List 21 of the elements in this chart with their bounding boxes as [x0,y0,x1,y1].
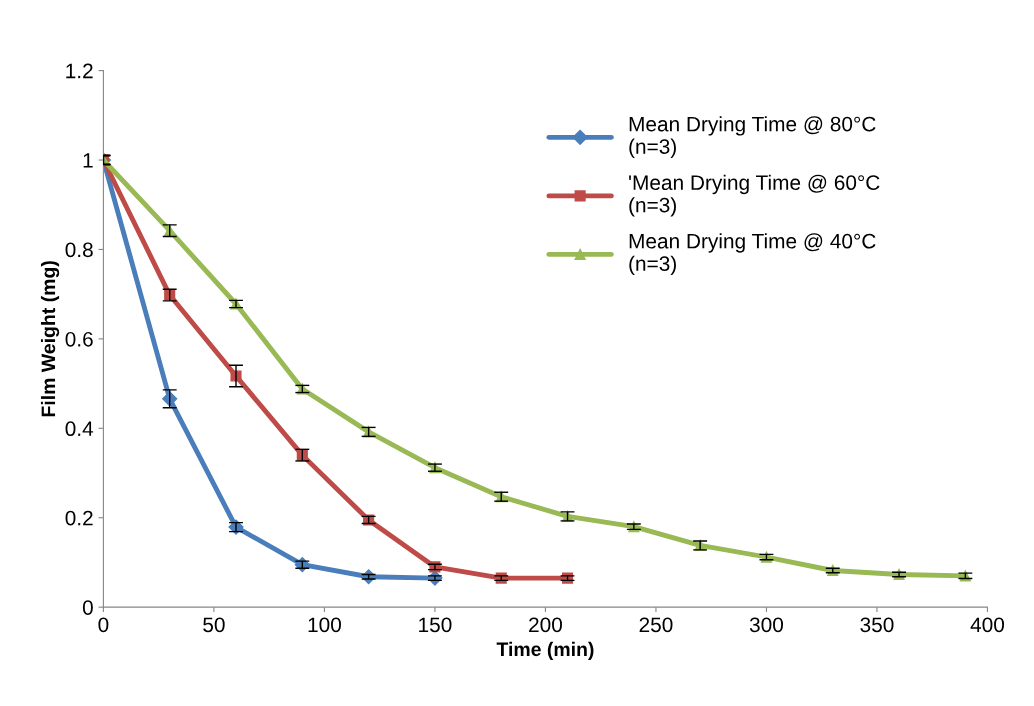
y-tick-label: 1 [83,153,93,168]
x-tick-label: 200 [529,617,562,633]
x-tick-label: 400 [970,617,1005,633]
x-tick-label: 150 [419,617,452,633]
x-tick-label: 0 [98,617,109,633]
x-axis-title: Time (min) [496,641,594,660]
y-tick-label: 0.6 [65,331,93,347]
x-tick-label: 350 [860,617,894,633]
x-tick-label: 50 [203,617,225,633]
y-tick-label: 1.2 [66,63,93,79]
legend-label: Mean Drying Time @ 40°C (n=3) [629,233,876,276]
legend-label: 'Mean Drying Time @ 60°C (n=3) [629,174,880,217]
legend-label: Mean Drying Time @ 80°C (n=3) [629,116,876,159]
y-axis-title: Film Weight (mg) [40,261,60,417]
x-tick-label: 250 [639,617,673,633]
x-tick-label: 100 [308,617,341,633]
y-tick-label: 0.4 [65,421,94,437]
y-tick-label: 0 [82,600,93,615]
x-tick-label: 300 [749,617,784,633]
y-tick-label: 0.2 [65,510,93,526]
y-tick-label: 0.8 [65,242,93,258]
